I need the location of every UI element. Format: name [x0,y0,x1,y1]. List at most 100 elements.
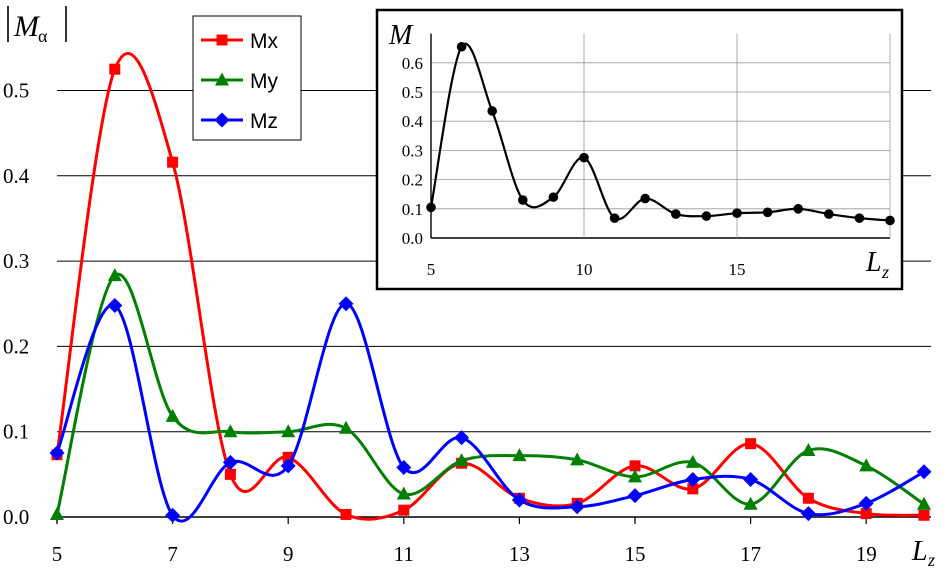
data-point-mx [224,468,236,480]
inset-y-tick-label: 0.4 [402,112,424,131]
main-y-axis-title: M α [7,6,67,46]
main-x-tick-label: 11 [394,542,414,566]
main-y-tick-label: 0.2 [3,334,29,358]
data-point-my [165,408,180,422]
inset-data-point [762,207,773,218]
main-y-label-sub: α [38,26,48,46]
data-point-mx [918,509,930,521]
main-x-tick-label: 15 [625,542,646,566]
legend: Mx My Mz [192,15,302,141]
main-y-label-main: M [13,10,41,43]
inset-x-label-sub: z [881,262,889,282]
data-point-mx [745,438,757,450]
data-point-my [859,458,874,472]
data-point-my [743,496,758,510]
data-point-my [281,424,296,438]
data-point-my [570,452,585,466]
inset-x-tick-label: 10 [576,260,593,279]
main-x-tick-label: 7 [167,542,178,566]
legend-marker-mx [216,34,228,46]
main-x-label-main: L [911,536,928,567]
inset-data-point [518,195,528,205]
data-point-mx [860,508,872,520]
inset-y-tick-label: 0.6 [402,54,423,73]
inset-chart: 0.0 0.1 0.2 0.3 0.4 0.5 0.6 5 10 15 M L z [375,8,904,291]
data-point-mz [800,506,816,522]
main-x-tick-labels: 5 7 9 11 13 15 17 19 [52,517,877,566]
data-point-my [628,469,642,483]
inset-data-point [732,208,742,218]
data-point-mz [454,430,470,446]
data-point-mx [282,451,294,463]
legend-marker-my [215,72,229,86]
inset-data-point [793,204,803,214]
main-y-tick-label: 0.4 [3,164,30,188]
series-line-mz [55,302,925,523]
inset-y-tick-label: 0.5 [402,83,423,102]
data-point-mz [569,499,585,515]
data-point-mx [340,508,352,520]
main-x-axis-title: L z [911,536,935,570]
data-point-mz [280,458,296,474]
data-point-mx [687,483,699,495]
inset-data-point [456,41,467,52]
main-y-tick-label: 0.5 [3,79,29,103]
data-point-my [107,268,122,282]
main-x-tick-label: 19 [856,542,877,566]
data-point-mx [109,63,121,75]
inset-y-tick-label: 0.1 [402,200,423,219]
legend-label-mx: Mx [250,30,278,53]
data-point-my [512,448,527,462]
main-y-tick-label: 0.0 [3,505,29,529]
data-point-mx [629,460,641,472]
data-point-mz [396,460,412,476]
inset-data-point [701,211,712,221]
data-point-mz [222,454,238,470]
data-point-mz [916,464,932,480]
data-point-mz [165,507,181,523]
main-series-group [49,52,932,523]
data-point-my [454,453,469,467]
main-x-tick-label: 5 [52,542,63,566]
inset-data-point [640,193,650,204]
data-point-mz [627,488,643,504]
data-point-mz [858,495,874,511]
data-point-my [801,442,816,456]
inset-y-tick-label: 0.2 [402,171,423,190]
inset-x-label-main: L [865,247,882,278]
inset-data-point [885,215,895,226]
data-point-mz [685,471,701,487]
inset-y-tick-labels: 0.0 0.1 0.2 0.3 0.4 0.5 0.6 [402,54,424,248]
inset-gridlines [430,33,891,239]
main-y-tick-label: 0.1 [3,420,29,444]
inset-data-point [548,192,559,202]
inset-data-point [579,152,589,163]
data-point-mz [49,445,65,461]
data-point-mz [743,471,759,487]
inset-x-tick-labels: 5 10 15 [427,260,746,279]
inset-x-tick-label: 5 [427,260,436,279]
main-y-tick-labels: 0.0 0.1 0.2 0.3 0.4 0.5 [3,79,30,530]
data-point-my [223,424,238,438]
data-point-my [685,454,700,468]
main-y-tick-label: 0.3 [3,249,29,273]
data-point-mx [802,492,814,504]
inset-y-tick-label: 0.0 [402,229,423,248]
inset-x-tick-label: 15 [729,260,746,279]
inset-x-axis-title: L z [865,247,889,282]
main-x-tick-label: 9 [283,542,294,566]
main-x-tick-label: 13 [509,542,530,566]
data-point-mz [107,297,123,313]
data-point-my [917,496,931,510]
data-point-mx [167,156,179,168]
data-point-my [396,486,411,500]
inset-data-point [854,213,865,223]
inset-data-point [671,209,681,219]
main-x-tick-label: 17 [740,542,761,566]
data-point-my [50,506,64,520]
main-x-label-sub: z [927,550,935,570]
inset-data-point [426,202,436,213]
inset-data-point [487,106,498,116]
legend-label-my: My [250,70,278,93]
inset-data-point [824,209,834,219]
